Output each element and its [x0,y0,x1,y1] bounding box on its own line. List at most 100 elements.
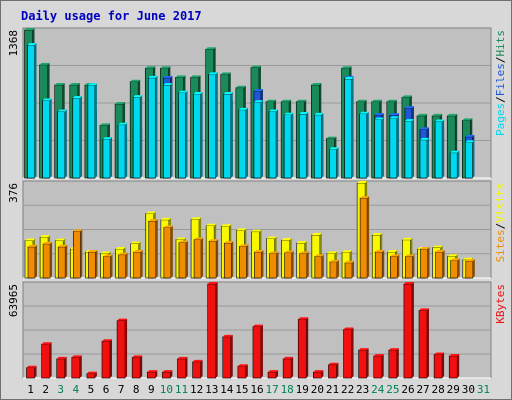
bar-sites-day-8-side [140,249,143,278]
bar-kbytes-day-27-top [419,308,430,311]
bar-hits-day-12-top [190,75,201,78]
bar-pages-day-20-side [321,112,324,178]
bar-kbytes-day-11-side [185,356,188,378]
bar-sites-day-7 [118,254,126,279]
bar-pages-day-26 [404,120,413,179]
bar-sites-day-17-side [276,251,279,278]
bar-pages-day-15-top [238,107,248,110]
bar-hits-day-24-top [371,99,382,102]
bar-sites-day-19 [299,253,308,279]
bar-sites-day-17-top [269,251,279,254]
x-tick-label-day-15: 15 [235,383,248,396]
bar-kbytes-day-29 [448,355,458,379]
bar-hits-day-1-top [24,28,35,30]
bar-hits-day-15-top [235,85,246,88]
legend-files: Files [494,63,507,96]
bar-sites-day-1-top [28,244,37,247]
bar-kbytes-day-23-top [358,348,369,351]
bar-sites-day-30 [465,260,474,279]
bar-pages-day-7 [117,124,126,179]
legend-label: KBytes [494,284,507,324]
bar-files-day-24-top [374,113,384,116]
bar-sites-day-15-top [239,244,249,247]
bar-sites-day-15 [239,246,247,279]
bar-pages-day-16-top [253,100,263,103]
bar-kbytes-day-18-top [283,356,294,359]
bar-sites-day-4 [72,230,81,279]
bar-sites-day-2 [42,243,51,279]
bar-pages-day-16-side [260,100,263,178]
bar-sites-day-12-top [194,237,204,240]
bar-sites-day-22 [344,262,353,279]
bar-pages-day-2-side [49,98,52,178]
bar-pages-day-12-top [193,91,203,94]
legend-visits: Visits [494,183,507,223]
bar-pages-day-24-top [374,117,384,120]
bar-pages-day-27-top [420,137,430,140]
bar-sites-day-17 [269,253,277,279]
bar-files-day-30-top [465,134,475,137]
bar-hits-day-10-top [160,66,171,69]
bar-sites-day-24-side [382,249,385,278]
bar-kbytes-day-3-top [56,356,67,359]
bar-kbytes-day-8-top [132,355,143,358]
bar-sites-day-23-top [360,196,370,199]
bar-hits-day-18-top [281,99,292,102]
bar-kbytes-day-25-side [396,348,399,378]
x-tick-label-day-18: 18 [281,383,294,396]
bar-sites-day-27 [420,248,428,279]
bar-kbytes-day-26-top [403,282,414,284]
bar-visits-day-15-top [236,228,247,231]
bar-pages-day-21-top [329,147,339,150]
bar-kbytes-day-22-side [351,327,354,378]
x-tick-label-day-10: 10 [160,383,173,396]
bar-kbytes-day-19-side [306,317,309,378]
bar-sites-day-16 [254,251,262,279]
bar-kbytes-day-23 [358,349,367,379]
bar-sites-day-14 [223,242,232,279]
bar-hits-day-27-top [417,113,428,116]
bar-kbytes-day-6-top [101,339,112,342]
bar-sites-day-29-top [450,258,460,261]
bar-pages-day-4-side [79,96,82,178]
bar-sites-day-27-side [427,246,430,278]
bar-kbytes-day-13-top [207,282,218,284]
bar-visits-day-17-top [266,236,277,239]
bar-sites-day-26 [405,256,413,279]
bar-kbytes-day-16-side [260,324,263,378]
bar-sites-day-21-side [336,259,339,278]
bar-visits-day-6-top [100,251,111,254]
bar-pages-day-21 [329,148,337,179]
bar-sites-day-5-side [95,249,98,278]
bar-sites-day-14-top [224,241,234,244]
bar-files-day-16-top [253,89,263,92]
bar-kbytes-day-14 [222,336,232,379]
bar-sites-day-13-side [216,239,219,278]
bar-sites-day-10 [163,227,172,279]
bar-pages-day-17-side [276,109,279,178]
bar-sites-day-29-side [457,258,460,278]
bar-kbytes-day-10 [162,371,171,379]
bar-pages-day-18 [283,114,292,179]
bar-hits-day-16-top [250,65,261,68]
bar-pages-day-22-top [344,77,354,80]
bar-kbytes-day-29-top [449,353,460,356]
bar-kbytes-day-5-side [94,371,97,378]
bar-pages-day-10-side [170,83,173,178]
bar-pages-day-28 [434,121,443,179]
bar-visits-day-11-top [175,237,186,240]
bar-hits-day-7-top [115,102,126,104]
bar-sites-day-23 [359,197,368,279]
bar-kbytes-day-2 [41,343,50,379]
bar-pages-day-23-side [366,111,369,178]
x-tick-label-day-16: 16 [250,383,263,396]
bar-visits-day-3-top [55,238,66,241]
bar-hits-day-23-top [356,99,367,102]
x-tick-label-day-24: 24 [371,383,385,396]
bar-kbytes-day-5 [86,373,96,379]
bar-sites-day-19-top [299,251,309,254]
y-max-label: 376 [7,183,20,203]
bar-pages-day-5-side [94,83,97,178]
bar-sites-day-13 [208,240,217,279]
